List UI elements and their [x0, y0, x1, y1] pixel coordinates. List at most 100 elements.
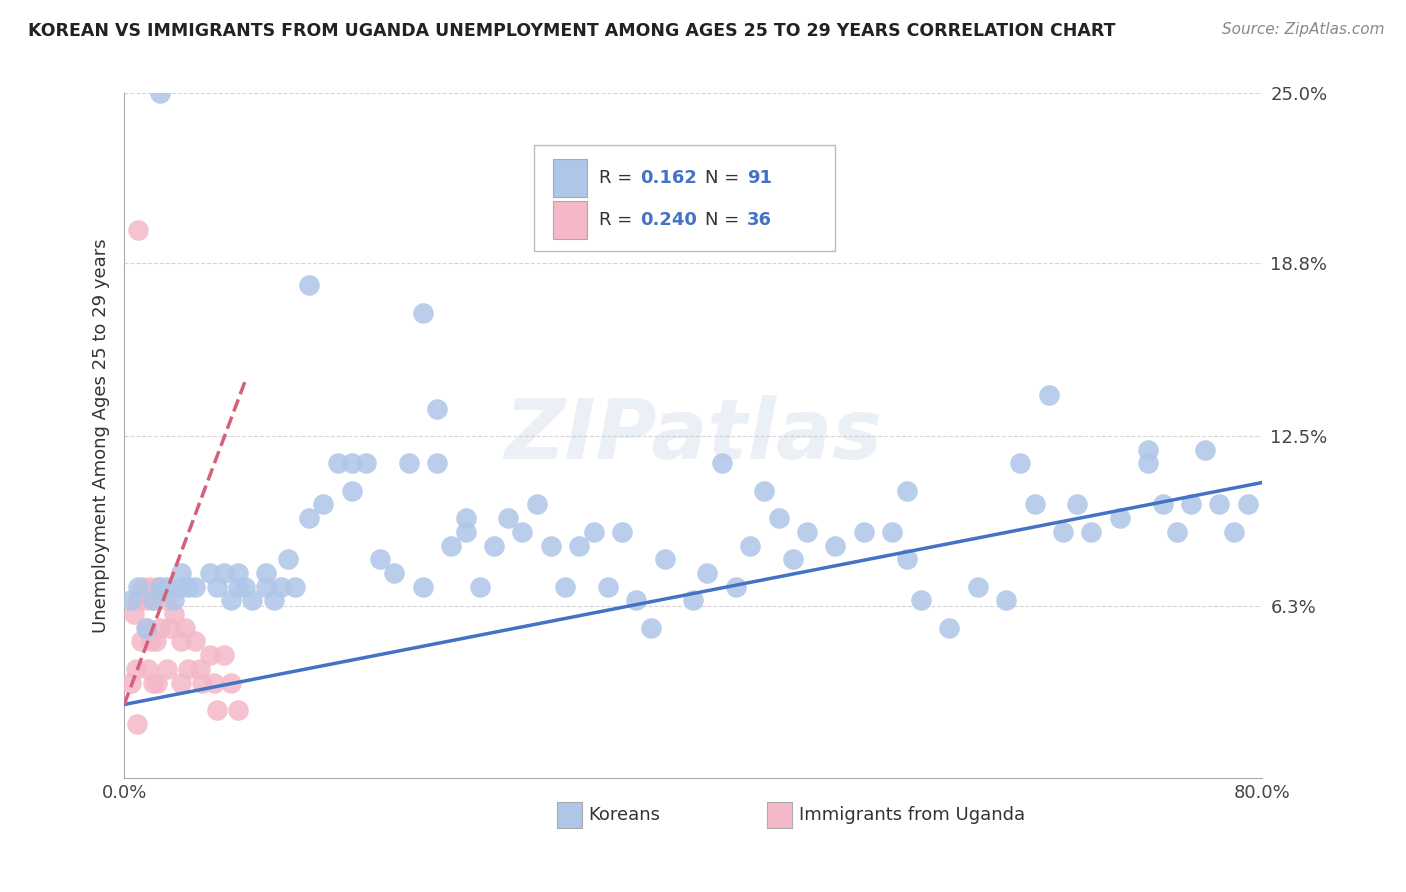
- Point: [298, 511, 321, 525]
- Point: [142, 675, 165, 690]
- Point: [270, 580, 292, 594]
- Point: [426, 456, 449, 470]
- Point: [938, 621, 960, 635]
- Point: [412, 305, 434, 319]
- Point: [156, 580, 179, 594]
- Point: [626, 593, 648, 607]
- Point: [145, 634, 167, 648]
- Point: [782, 552, 804, 566]
- Point: [540, 539, 562, 553]
- Point: [526, 498, 548, 512]
- Point: [1052, 524, 1074, 539]
- FancyBboxPatch shape: [534, 145, 835, 251]
- Point: [233, 580, 256, 594]
- Text: ZIPatlas: ZIPatlas: [505, 395, 882, 476]
- Point: [129, 634, 152, 648]
- Point: [568, 539, 591, 553]
- Point: [1010, 456, 1032, 470]
- Point: [191, 675, 214, 690]
- Text: 0.240: 0.240: [640, 211, 696, 228]
- Point: [212, 566, 235, 580]
- Point: [824, 539, 846, 553]
- Point: [149, 87, 172, 101]
- Point: [738, 539, 761, 553]
- Point: [1208, 498, 1230, 512]
- Point: [354, 456, 377, 470]
- Text: N =: N =: [704, 211, 745, 228]
- Point: [142, 593, 165, 607]
- Point: [440, 539, 463, 553]
- Point: [198, 566, 221, 580]
- Point: [426, 401, 449, 416]
- Point: [184, 634, 207, 648]
- Text: N =: N =: [704, 169, 745, 187]
- Point: [226, 580, 249, 594]
- Point: [512, 524, 534, 539]
- Point: [882, 524, 904, 539]
- Point: [127, 580, 149, 594]
- Point: [136, 621, 159, 635]
- FancyBboxPatch shape: [553, 201, 588, 238]
- Point: [170, 675, 193, 690]
- Point: [205, 703, 228, 717]
- Point: [124, 662, 146, 676]
- Point: [368, 552, 391, 566]
- Point: [120, 675, 142, 690]
- Point: [1080, 524, 1102, 539]
- Point: [682, 593, 704, 607]
- Point: [212, 648, 235, 662]
- Point: [1137, 442, 1160, 457]
- Point: [174, 621, 197, 635]
- Point: [141, 634, 163, 648]
- Point: [554, 580, 576, 594]
- Point: [205, 580, 228, 594]
- Point: [198, 648, 221, 662]
- Point: [163, 607, 186, 621]
- Text: R =: R =: [599, 211, 638, 228]
- Point: [125, 716, 148, 731]
- Point: [163, 593, 186, 607]
- Point: [226, 703, 249, 717]
- Point: [754, 483, 776, 498]
- Point: [256, 580, 278, 594]
- Point: [384, 566, 406, 580]
- Text: 0.162: 0.162: [640, 169, 696, 187]
- Point: [340, 483, 363, 498]
- Point: [132, 580, 155, 594]
- Point: [127, 223, 149, 237]
- Point: [142, 593, 165, 607]
- Point: [148, 580, 170, 594]
- Text: Immigrants from Uganda: Immigrants from Uganda: [799, 805, 1025, 824]
- Point: [1152, 498, 1174, 512]
- Point: [1180, 498, 1202, 512]
- Point: [1194, 442, 1216, 457]
- Point: [170, 580, 193, 594]
- Text: 36: 36: [747, 211, 772, 228]
- FancyBboxPatch shape: [768, 802, 792, 828]
- Point: [226, 566, 249, 580]
- Point: [298, 278, 321, 293]
- Point: [139, 580, 162, 594]
- Point: [149, 580, 172, 594]
- Point: [966, 580, 988, 594]
- Point: [696, 566, 718, 580]
- Point: [326, 456, 349, 470]
- Point: [1166, 524, 1188, 539]
- Point: [120, 593, 142, 607]
- Text: Koreans: Koreans: [589, 805, 661, 824]
- Point: [188, 662, 211, 676]
- Point: [1024, 498, 1046, 512]
- Point: [340, 456, 363, 470]
- Point: [454, 511, 477, 525]
- Point: [582, 524, 605, 539]
- Point: [398, 456, 420, 470]
- Point: [156, 593, 179, 607]
- Text: Source: ZipAtlas.com: Source: ZipAtlas.com: [1222, 22, 1385, 37]
- Point: [596, 580, 619, 594]
- Y-axis label: Unemployment Among Ages 25 to 29 years: Unemployment Among Ages 25 to 29 years: [93, 239, 110, 633]
- Point: [177, 662, 200, 676]
- Point: [277, 552, 299, 566]
- Point: [482, 539, 505, 553]
- Point: [412, 580, 434, 594]
- Text: R =: R =: [599, 169, 638, 187]
